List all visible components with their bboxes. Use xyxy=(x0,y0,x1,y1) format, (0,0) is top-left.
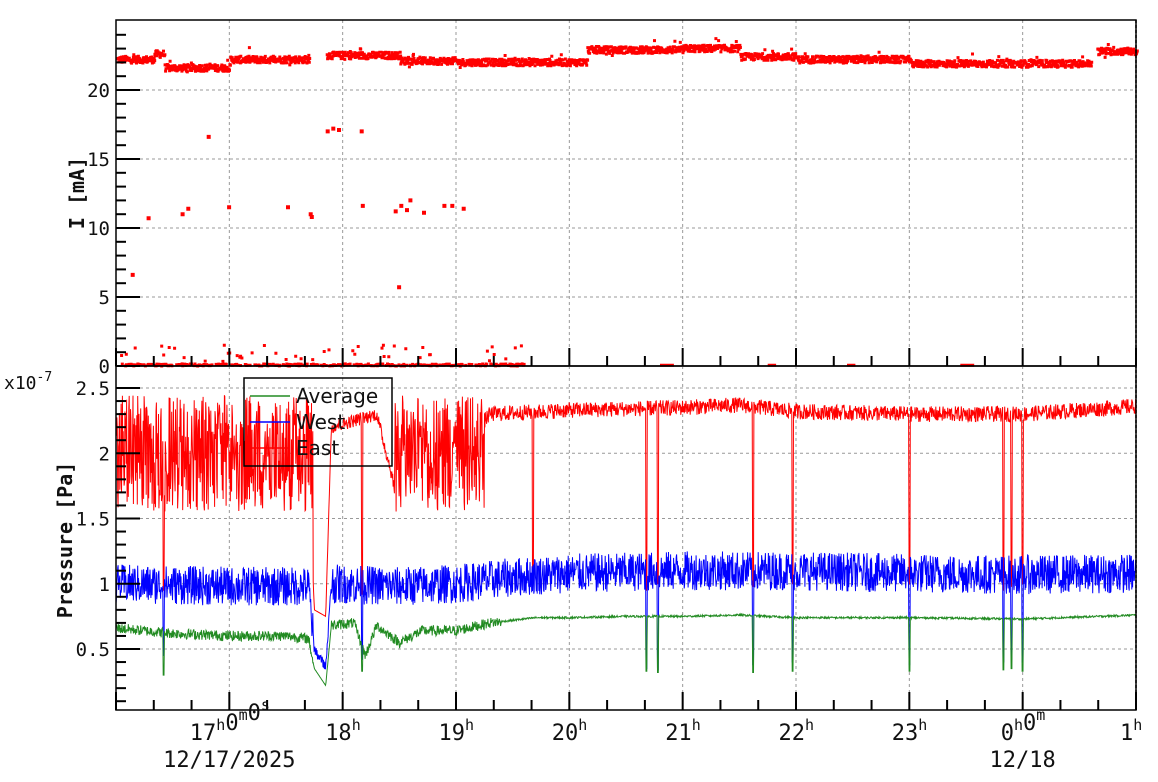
series-line-average xyxy=(115,612,1137,687)
y-tick-label: 1.5 xyxy=(76,509,110,531)
series-line-west xyxy=(115,551,1137,671)
x-date-label: 12/17/2025 xyxy=(163,748,295,773)
y-tick-label: 2 xyxy=(99,443,110,465)
x-tick-label: 22h xyxy=(779,716,815,746)
x-date-label: 12/18 xyxy=(990,748,1056,773)
y-tick-label: 0 xyxy=(99,356,110,378)
x-tick-label: 0h0m xyxy=(1001,706,1046,746)
current-grid xyxy=(116,20,1136,366)
pressure-data-lines xyxy=(115,395,1137,687)
legend-item-east: East xyxy=(250,436,339,460)
y-tick-label: 5 xyxy=(99,287,110,309)
x-tick-label: 21h xyxy=(665,716,701,746)
y-tick-label: 20 xyxy=(87,80,110,102)
scale-base: x10 xyxy=(4,373,37,394)
y-tick-label: 15 xyxy=(87,149,110,171)
legend: Average West East xyxy=(243,377,393,467)
y-tick-label: 0.5 xyxy=(76,639,110,661)
x-tick-label: 23h xyxy=(892,716,928,746)
pressure-scale-label: x10-7 xyxy=(4,370,52,394)
scale-exponent: -7 xyxy=(37,370,53,385)
current-data-points xyxy=(116,37,1139,368)
legend-item-west: West xyxy=(250,410,345,434)
legend-label-east: East xyxy=(296,436,339,460)
current-series-points xyxy=(116,37,1139,368)
x-tick-label: 19h xyxy=(439,716,475,746)
x-tick-label: 18h xyxy=(325,716,361,746)
current-x-ticks xyxy=(115,348,1137,366)
pressure-x-ticks xyxy=(115,692,1137,710)
x-tick-label: 20h xyxy=(552,716,588,746)
current-plot-frame xyxy=(115,19,1137,367)
y-tick-label: 1 xyxy=(99,574,110,596)
legend-item-average: Average xyxy=(250,384,378,408)
pressure-y-ticks: 0.5 1 1.5 2 2.5 xyxy=(76,378,140,703)
current-y-axis-title: I [mA] xyxy=(65,157,89,229)
pressure-plot-frame xyxy=(115,365,1137,711)
x-tick-label: 1h xyxy=(1120,716,1142,746)
series-line-east xyxy=(115,395,1137,618)
pressure-y-axis-title: Pressure [Pa] xyxy=(53,462,77,619)
pressure-panel: 0.5 1 1.5 2 2.5 Pressure [Pa] x10-7 Average … xyxy=(4,20,1137,711)
legend-label-average: Average xyxy=(296,384,378,408)
y-tick-label: 2.5 xyxy=(76,378,110,400)
x-tick-label: 17h0m0s xyxy=(190,696,270,746)
legend-label-west: West xyxy=(296,410,345,434)
current-panel: 0 5 10 15 20 I [mA] xyxy=(65,19,1139,378)
y-tick-label: 10 xyxy=(87,218,110,240)
current-y-ticks: 0 5 10 15 20 xyxy=(87,33,140,378)
legend-box xyxy=(243,377,393,467)
